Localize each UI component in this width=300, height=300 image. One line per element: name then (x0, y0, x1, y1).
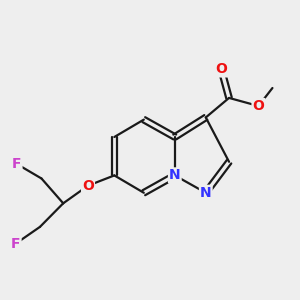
Text: F: F (12, 157, 22, 171)
Text: N: N (169, 168, 181, 182)
Text: O: O (82, 178, 94, 193)
Text: F: F (11, 237, 20, 250)
Text: N: N (200, 186, 212, 200)
Text: O: O (215, 62, 227, 76)
Text: O: O (253, 99, 264, 113)
